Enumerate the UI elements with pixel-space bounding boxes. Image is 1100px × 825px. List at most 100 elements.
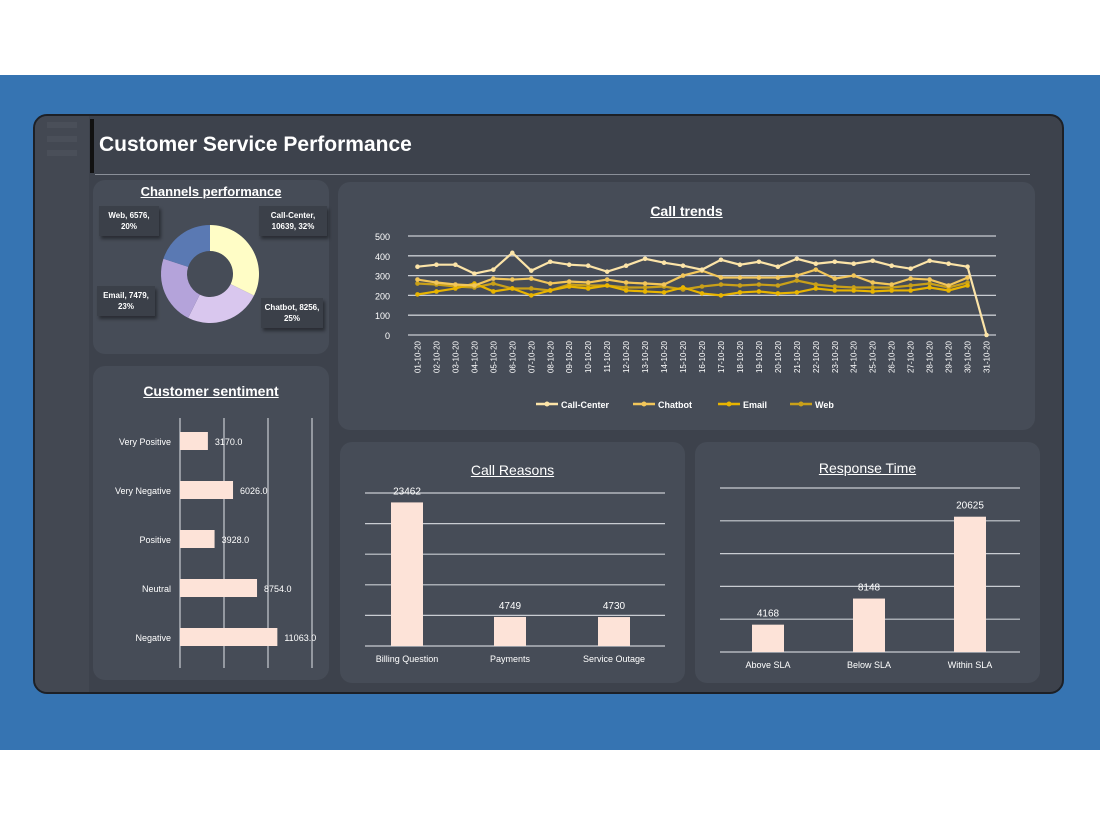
x-tick-label: 06-10-20 <box>508 340 517 373</box>
label-chatbot: Chatbot, 8256, 25% <box>261 298 323 328</box>
data-point <box>851 288 857 293</box>
category-label: Within SLA <box>948 660 993 670</box>
data-point <box>585 280 591 285</box>
category-label: Above SLA <box>745 660 790 670</box>
data-point <box>699 291 705 296</box>
menu-icon[interactable] <box>47 122 77 128</box>
data-point <box>832 288 838 293</box>
data-point <box>889 288 894 293</box>
x-tick-label: 07-10-20 <box>527 340 536 373</box>
response-time-card: Response Time 4168 Above SLA 8148 Below SLA… <box>695 442 1040 683</box>
data-point <box>775 275 781 280</box>
data-point <box>623 288 629 293</box>
call-reasons-card: Call Reasons 23462 Billing Question 4749 Pa… <box>340 442 685 683</box>
data-point <box>965 283 970 288</box>
data-point <box>510 277 515 282</box>
data-point <box>946 283 951 288</box>
x-tick-label: 09-10-20 <box>565 340 574 373</box>
data-point <box>889 263 894 268</box>
call-trends-chart: 0 100 200 300 400 500 01-10-20 02-10-20 03-10-20… <box>375 232 996 410</box>
bar <box>391 502 423 646</box>
data-point <box>870 289 876 294</box>
y-tick-label: 200 <box>375 291 390 301</box>
data-point <box>585 286 591 291</box>
data-label: 3170.0 <box>215 437 243 447</box>
data-point <box>547 288 553 293</box>
label-email: Email, 7479, 23% <box>97 286 155 316</box>
x-tick-label: 11-10-20 <box>603 340 612 372</box>
data-point <box>870 285 876 290</box>
data-label: 4749 <box>499 601 522 612</box>
legend-label: Call-Center <box>561 400 610 410</box>
data-point <box>434 289 439 294</box>
category-label: Service Outage <box>583 654 645 664</box>
channels-donut <box>161 225 259 323</box>
data-point <box>680 263 686 268</box>
dashboard: Customer Service Performance Channels pe… <box>33 114 1064 694</box>
data-point <box>794 256 800 262</box>
data-point <box>566 284 572 289</box>
data-label: 8148 <box>858 583 881 594</box>
x-tick-label: 28-10-20 <box>926 340 935 373</box>
data-point <box>547 259 553 265</box>
x-tick-label: 25-10-20 <box>869 340 878 373</box>
data-point <box>642 289 648 294</box>
data-point <box>927 285 932 290</box>
sentiment-card: Customer sentiment Very Positive 3170.0 Ve… <box>93 366 329 680</box>
data-point <box>491 267 496 272</box>
legend-marker <box>726 401 732 407</box>
call-trends-card: Call trends 0 100 200 300 400 500 01-10-20 02-1… <box>338 182 1035 430</box>
data-point <box>623 280 629 285</box>
y-tick-label: 500 <box>375 232 390 242</box>
legend-marker <box>798 401 804 407</box>
data-point <box>775 283 781 288</box>
data-point <box>775 291 781 296</box>
category-label: Positive <box>139 535 171 545</box>
data-point <box>415 277 420 282</box>
x-tick-label: 20-10-20 <box>774 340 783 373</box>
data-point <box>889 282 894 287</box>
data-point <box>604 283 610 288</box>
data-point <box>510 250 515 256</box>
data-label: 4730 <box>603 601 626 612</box>
donut-slice-email <box>161 258 200 318</box>
data-point <box>927 281 932 286</box>
x-tick-label: 18-10-20 <box>736 340 745 373</box>
label-web: Web, 6576, 20% <box>99 206 159 236</box>
data-point <box>680 273 686 278</box>
series-line-chatbot <box>417 268 968 287</box>
sentiment-chart: Very Positive 3170.0 Very Negative 6026.0 Po… <box>115 418 316 668</box>
data-point <box>718 257 724 263</box>
x-tick-label: 30-10-20 <box>964 340 973 373</box>
legend-marker <box>544 401 550 407</box>
data-point <box>699 267 705 272</box>
sentiment-bar <box>180 579 258 597</box>
sentiment-bar <box>180 628 278 646</box>
data-point <box>775 264 781 269</box>
category-label: Negative <box>135 633 171 643</box>
data-point <box>737 283 743 288</box>
x-tick-label: 04-10-20 <box>470 340 479 373</box>
data-label: 6026.0 <box>240 486 268 496</box>
data-point <box>794 278 800 283</box>
data-point <box>528 268 534 273</box>
data-label: 8754.0 <box>264 584 292 594</box>
data-label: 20625 <box>956 501 984 512</box>
y-tick-label: 400 <box>375 252 390 262</box>
category-label: Neutral <box>142 584 171 594</box>
series-line-web <box>417 279 968 292</box>
data-point <box>813 261 819 267</box>
x-tick-label: 22-10-20 <box>812 340 821 373</box>
data-point <box>699 284 705 289</box>
data-point <box>737 290 743 295</box>
title-divider <box>95 174 1030 175</box>
x-tick-label: 19-10-20 <box>755 340 764 373</box>
data-point <box>415 264 420 269</box>
data-point <box>794 273 800 278</box>
category-label: Below SLA <box>847 660 891 670</box>
data-point <box>680 285 686 290</box>
channels-title: Channels performance <box>140 184 282 199</box>
y-tick-label: 300 <box>375 272 390 282</box>
donut-slice-call-center <box>210 225 259 296</box>
x-tick-label: 31-10-20 <box>983 340 992 373</box>
